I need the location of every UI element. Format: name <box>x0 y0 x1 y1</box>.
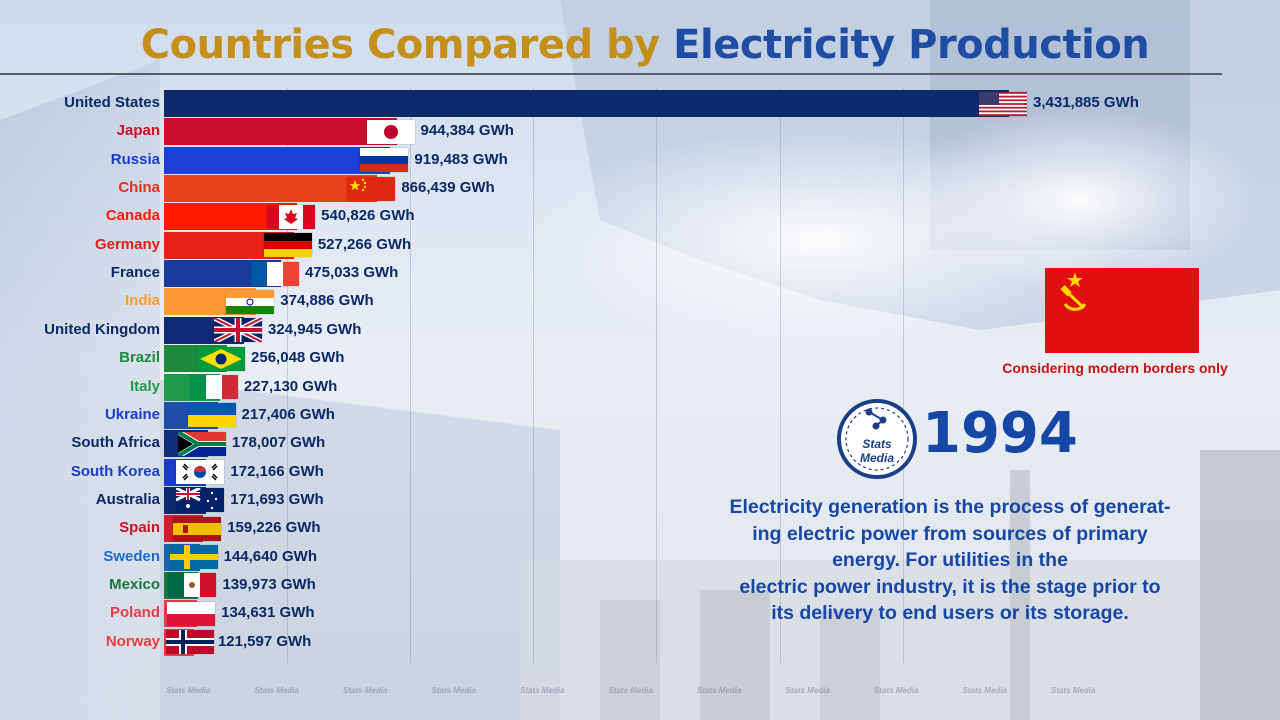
country-label: China <box>118 179 160 197</box>
description-text: Electricity generation is the process of… <box>690 494 1210 627</box>
gridline <box>533 88 535 663</box>
flag-icon-us <box>979 91 1027 116</box>
value-label: 144,640 GWh <box>223 547 317 565</box>
flag-icon-cn <box>347 176 396 201</box>
bar <box>164 90 1009 117</box>
country-label: India <box>124 292 160 310</box>
title-divider <box>0 73 1222 75</box>
watermark-text: Stats Media <box>166 686 211 695</box>
watermark-text: Stats Media <box>343 686 388 695</box>
country-label: Sweden <box>103 547 160 565</box>
country-label: Spain <box>119 519 160 537</box>
watermark-text: Stats Media <box>1051 686 1096 695</box>
value-label: 3,431,885 GWh <box>1033 94 1139 111</box>
watermark-text: Stats Media <box>254 686 299 695</box>
flag-icon-it <box>189 375 238 399</box>
flag-icon-de <box>263 233 312 258</box>
gridline <box>410 88 412 663</box>
flag-icon-no <box>166 630 214 655</box>
value-label: 217,406 GWh <box>241 405 335 423</box>
bar <box>164 118 397 146</box>
flag-icon-br <box>197 346 246 371</box>
country-label: France <box>110 264 160 282</box>
year-label: 1994 <box>922 401 1078 466</box>
flag-icon-se <box>169 545 218 570</box>
value-label: 919,483 GWh <box>414 150 508 168</box>
flag-icon-pl <box>167 601 216 626</box>
gridline <box>656 88 658 663</box>
value-label: 172,166 GWh <box>230 462 324 480</box>
country-label: Russia <box>110 150 160 168</box>
watermark-text: Stats Media <box>874 686 919 695</box>
gridline <box>287 88 289 663</box>
flag-icon-in <box>226 289 275 314</box>
description-line: electric power industry, it is the stage… <box>739 575 1161 598</box>
value-label: 324,945 GWh <box>268 320 362 338</box>
flag-icon-za <box>177 431 226 456</box>
bar <box>164 175 378 203</box>
chart-title-part1: Countries Compared by <box>140 22 660 68</box>
bar <box>164 146 391 174</box>
flag-icon-ru <box>360 148 409 173</box>
flag-icon-jp <box>366 119 415 144</box>
country-label: Australia <box>95 490 160 508</box>
flag-icon-gb <box>214 318 262 343</box>
description-line: its delivery to end users or its storage… <box>771 602 1129 624</box>
country-label: United Kingdom <box>44 320 160 338</box>
value-label: 527,266 GWh <box>317 235 412 253</box>
flag-icon-ca <box>267 204 316 229</box>
country-label: Brazil <box>119 349 160 367</box>
watermark-text: Stats Media <box>697 686 742 695</box>
gridline <box>902 88 904 663</box>
description-line: Electricity generation is the process of… <box>729 496 1171 518</box>
value-label: 134,631 GWh <box>221 604 315 622</box>
flag-icon-fr <box>250 261 299 286</box>
country-label: South Korea <box>70 462 160 480</box>
value-label: 121,597 GWh <box>217 632 312 650</box>
flag-icon-es <box>173 516 222 541</box>
country-label: Norway <box>105 632 160 650</box>
watermark-text: Stats Media <box>608 686 653 695</box>
country-label: Germany <box>94 235 160 253</box>
value-label: 475,033 GWh <box>304 264 399 282</box>
value-label: 374,886 GWh <box>280 292 374 310</box>
flag-icon-au <box>176 488 225 513</box>
value-label: 256,048 GWh <box>251 349 345 367</box>
chart-title: Countries Compared by Electricity Produc… <box>0 22 1280 68</box>
value-label: 139,973 GWh <box>222 575 316 593</box>
ussr-flag-icon <box>1045 268 1199 353</box>
country-label: South Africa <box>71 434 160 452</box>
value-label: 171,693 GWh <box>230 490 324 508</box>
watermark-text: Stats Media <box>785 686 830 695</box>
value-label: 159,226 GWh <box>227 519 321 537</box>
country-label: Italy <box>129 377 160 395</box>
country-label: Mexico <box>109 575 160 593</box>
flag-icon-mx <box>168 573 217 598</box>
watermark-text: Stats Media <box>520 686 565 695</box>
gridline <box>779 88 781 663</box>
description-line: ing electric power from sources of prima… <box>752 522 1148 545</box>
country-label: United States <box>64 94 160 111</box>
stats-media-logo: Stats Media <box>837 399 917 479</box>
logo-text-media: Media <box>860 451 894 465</box>
country-label: Japan <box>116 122 160 140</box>
value-label: 227,130 GWh <box>243 377 338 395</box>
logo-text-stats: Stats <box>862 437 892 451</box>
country-label: Ukraine <box>104 405 160 423</box>
borders-note: Considering modern borders only <box>1002 360 1228 376</box>
chart-title-part2: Electricity Production <box>673 22 1150 68</box>
value-label: 178,007 GWh <box>231 434 326 452</box>
value-label: 944,384 GWh <box>420 122 514 140</box>
value-label: 866,439 GWh <box>401 179 495 197</box>
country-label: Canada <box>105 207 160 225</box>
description-line: energy. For utilities in the <box>832 549 1068 571</box>
watermark-text: Stats Media <box>962 686 1007 695</box>
country-label: Poland <box>109 604 160 622</box>
watermark-text: Stats Media <box>431 686 476 695</box>
value-label: 540,826 GWh <box>321 207 415 225</box>
flag-icon-kr <box>176 460 225 485</box>
flag-icon-ua <box>187 403 236 428</box>
